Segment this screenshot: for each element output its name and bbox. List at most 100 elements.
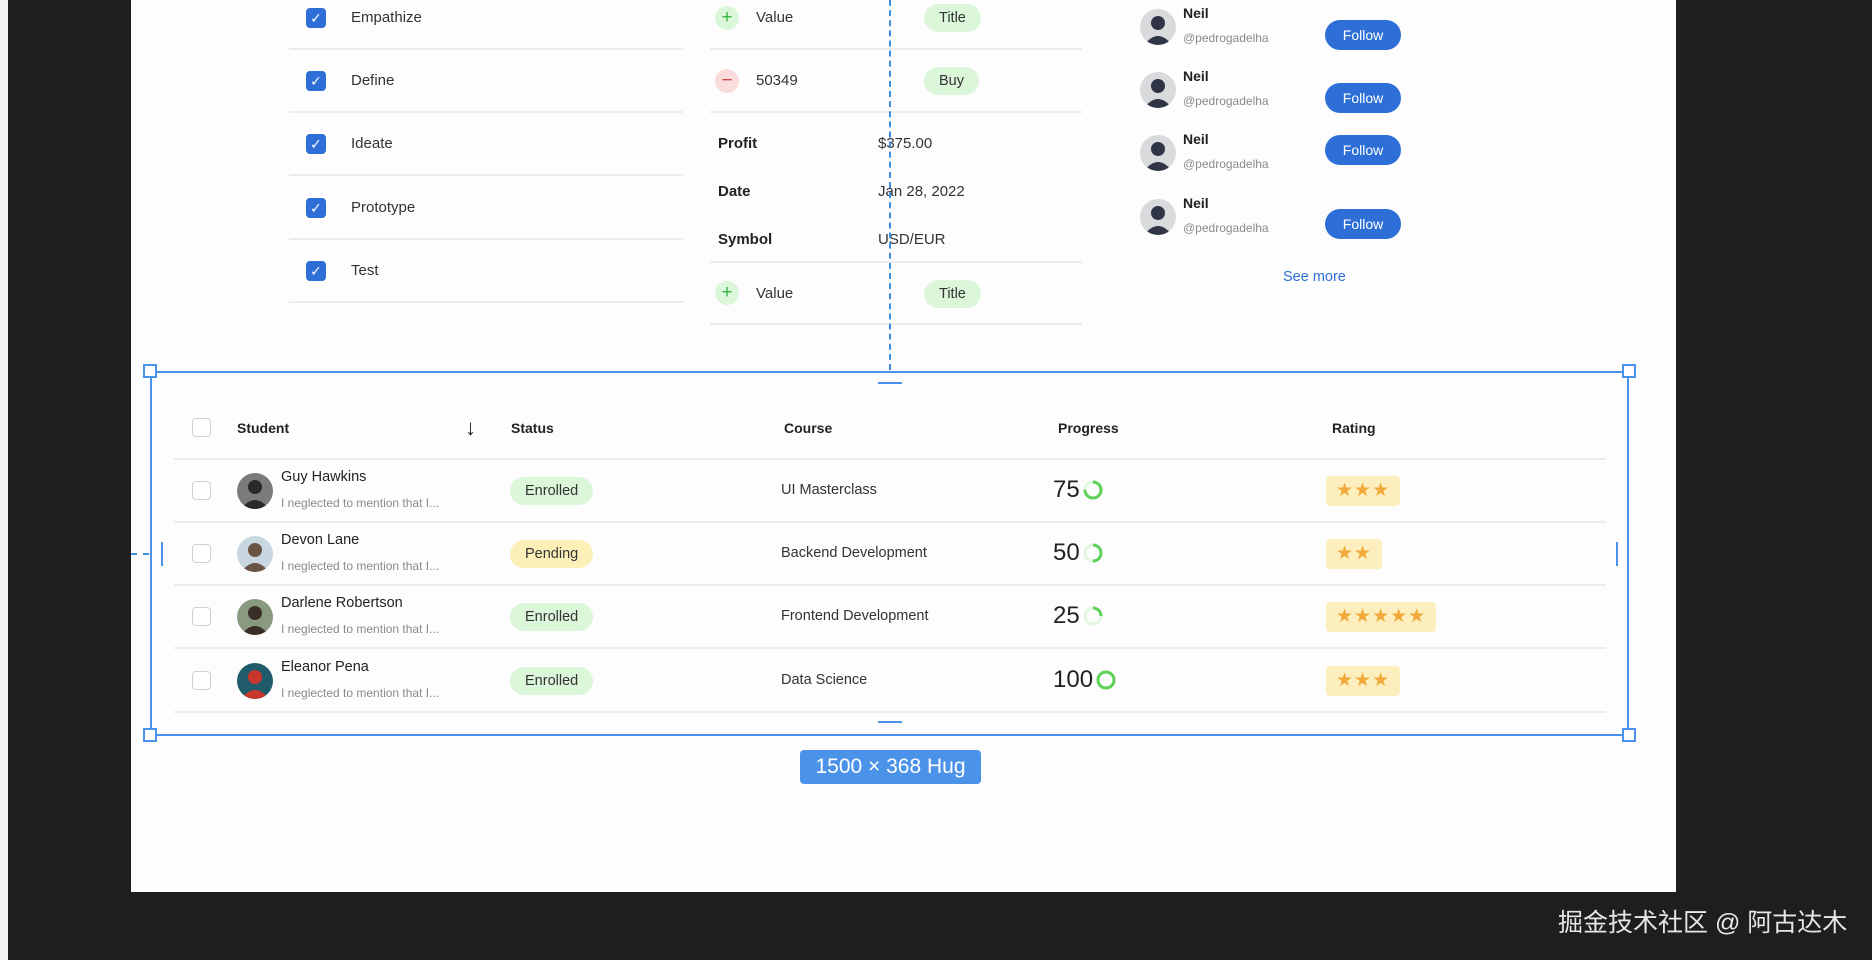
follow-button[interactable]: Follow <box>1325 83 1401 113</box>
avatar <box>1140 199 1176 235</box>
student-name: Eleanor Pena <box>281 659 369 675</box>
checkbox-checked[interactable]: ✓ <box>306 261 326 281</box>
star-rating: ★★★ <box>1326 476 1401 506</box>
follow-button[interactable]: Follow <box>1325 209 1401 239</box>
course-name: Backend Development <box>781 545 927 561</box>
student-name: Guy Hawkins <box>281 469 367 485</box>
plus-icon[interactable]: + <box>715 281 739 305</box>
student-avatar <box>237 536 273 572</box>
see-more-link[interactable]: See more <box>1283 269 1346 285</box>
progress-value: 75 <box>1053 476 1080 503</box>
row-checkbox[interactable] <box>192 607 211 626</box>
divider <box>289 238 683 240</box>
follow-button[interactable]: Follow <box>1325 20 1401 50</box>
spacing-guide <box>131 553 149 555</box>
trade-amount: 50349 <box>756 72 798 89</box>
resize-handle-top-right[interactable] <box>1622 364 1636 378</box>
header-status[interactable]: Status <box>511 420 554 436</box>
checklist-label: Prototype <box>351 199 416 216</box>
plus-icon[interactable]: + <box>715 6 739 30</box>
star-rating: ★★★ <box>1326 666 1401 696</box>
student-note: I neglected to mention that I... <box>281 622 440 636</box>
resize-handle-top-left[interactable] <box>143 364 157 378</box>
header-rating[interactable]: Rating <box>1332 420 1376 436</box>
checkbox-checked[interactable]: ✓ <box>306 8 326 28</box>
row-divider <box>174 647 1606 649</box>
checklist-label: Ideate <box>351 135 393 152</box>
user-handle: @pedrogadelha <box>1183 31 1269 45</box>
user-handle: @pedrogadelha <box>1183 221 1269 235</box>
buy-pill: Buy <box>924 67 979 95</box>
design-canvas <box>131 0 1676 892</box>
divider <box>710 48 1082 50</box>
checkbox-checked[interactable]: ✓ <box>306 198 326 218</box>
spacing-guide <box>889 0 891 370</box>
date-label: Date <box>718 183 751 200</box>
header-course[interactable]: Course <box>784 420 833 436</box>
progress-value: 25 <box>1053 602 1080 629</box>
selection-outline <box>150 371 1629 736</box>
arrow-down-icon[interactable]: ↓ <box>465 415 476 440</box>
progress-value: 50 <box>1053 539 1080 566</box>
avatar <box>1140 135 1176 171</box>
student-name: Darlene Robertson <box>281 595 403 611</box>
progress-ring <box>1096 670 1116 690</box>
progress-indicator: 75 <box>1053 476 1104 504</box>
row-checkbox[interactable] <box>192 481 211 500</box>
padding-handle-bottom[interactable] <box>878 721 902 723</box>
divider <box>289 111 683 113</box>
checkbox-checked[interactable]: ✓ <box>306 71 326 91</box>
student-note: I neglected to mention that I... <box>281 559 440 573</box>
student-note: I neglected to mention that I... <box>281 496 440 510</box>
course-name: UI Masterclass <box>781 482 877 498</box>
checklist-label: Define <box>351 72 395 89</box>
title-pill: Title <box>924 4 981 32</box>
resize-handle-bottom-left[interactable] <box>143 728 157 742</box>
user-name: Neil <box>1183 68 1209 84</box>
divider <box>289 301 683 303</box>
row-checkbox[interactable] <box>192 671 211 690</box>
padding-handle-top[interactable] <box>878 382 902 384</box>
row-divider <box>174 521 1606 523</box>
resize-handle-bottom-right[interactable] <box>1622 728 1636 742</box>
date-value: Jan 28, 2022 <box>878 183 965 200</box>
header-progress[interactable]: Progress <box>1058 420 1119 436</box>
avatar <box>1140 9 1176 45</box>
divider <box>710 261 1082 263</box>
checklist-label: Test <box>351 262 379 279</box>
student-avatar <box>237 473 273 509</box>
progress-indicator: 50 <box>1053 539 1104 567</box>
star-rating: ★★ <box>1326 539 1383 569</box>
user-name: Neil <box>1183 131 1209 147</box>
user-handle: @pedrogadelha <box>1183 94 1269 108</box>
padding-handle-left[interactable] <box>161 542 163 566</box>
student-avatar <box>237 599 273 635</box>
follow-button[interactable]: Follow <box>1325 135 1401 165</box>
student-note: I neglected to mention that I... <box>281 686 440 700</box>
user-name: Neil <box>1183 195 1209 211</box>
status-badge: Enrolled <box>510 477 594 505</box>
title-pill: Title <box>924 280 981 308</box>
padding-handle-right[interactable] <box>1616 542 1618 566</box>
student-avatar <box>237 663 273 699</box>
minus-icon[interactable]: − <box>715 69 739 93</box>
trade-value: Value <box>756 285 794 302</box>
progress-ring <box>1083 543 1103 563</box>
profit-value: $375.00 <box>878 135 933 152</box>
checkbox-checked[interactable]: ✓ <box>306 134 326 154</box>
header-student[interactable]: Student <box>237 420 290 436</box>
symbol-value: USD/EUR <box>878 231 946 248</box>
student-name: Devon Lane <box>281 532 360 548</box>
row-checkbox[interactable] <box>192 544 211 563</box>
user-name: Neil <box>1183 5 1209 21</box>
course-name: Data Science <box>781 672 868 688</box>
status-badge: Enrolled <box>510 667 594 695</box>
progress-ring <box>1083 480 1103 500</box>
divider <box>710 111 1082 113</box>
row-divider <box>174 584 1606 586</box>
select-all-checkbox[interactable] <box>192 418 211 437</box>
status-badge: Enrolled <box>510 603 594 631</box>
trade-value: Value <box>756 9 794 26</box>
row-divider <box>174 711 1606 713</box>
progress-indicator: 25 <box>1053 602 1104 630</box>
